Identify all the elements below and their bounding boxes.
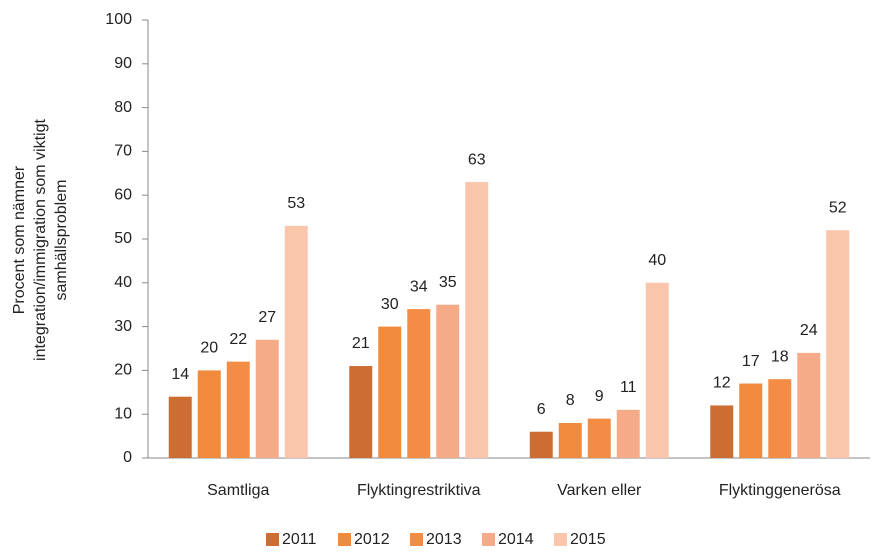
- bar: [616, 409, 640, 458]
- y-tick-label: 40: [114, 274, 132, 291]
- y-tick-label: 20: [114, 362, 132, 379]
- y-tick-label: 50: [114, 230, 132, 247]
- x-tick-label: Flyktinggenerösa: [719, 482, 841, 499]
- data-label: 63: [468, 151, 486, 168]
- data-label: 40: [648, 252, 666, 269]
- data-label: 17: [742, 353, 760, 370]
- y-tick-label: 70: [114, 143, 132, 160]
- bar: [645, 282, 669, 458]
- data-label: 9: [595, 388, 604, 405]
- y-tick-label: 60: [114, 186, 132, 203]
- bar: [226, 361, 250, 458]
- data-label: 18: [771, 348, 789, 365]
- bar: [558, 422, 582, 458]
- x-tick-label: Varken eller: [557, 482, 642, 499]
- x-tick-label: Flyktingrestriktiva: [357, 482, 481, 499]
- data-label: 12: [713, 375, 731, 392]
- bar: [797, 352, 821, 458]
- bar: [436, 304, 460, 458]
- data-label: 35: [439, 274, 457, 291]
- data-label: 11: [620, 379, 637, 396]
- legend-swatch: [338, 533, 351, 546]
- legend-swatch: [554, 533, 567, 546]
- bar: [378, 326, 402, 458]
- bar: [407, 309, 431, 458]
- y-tick-label: 80: [114, 99, 132, 116]
- data-label: 53: [287, 195, 305, 212]
- legend-label: 2013: [426, 531, 462, 548]
- bar: [465, 182, 489, 458]
- data-label: 6: [537, 401, 546, 418]
- y-tick-label: 0: [123, 449, 132, 466]
- legend-label: 2012: [354, 531, 390, 548]
- bar: [168, 396, 192, 458]
- data-label: 21: [352, 335, 370, 352]
- data-label: 24: [800, 322, 818, 339]
- bar: [739, 383, 763, 458]
- bar: [710, 405, 734, 458]
- bar: [197, 370, 221, 458]
- y-label-line: Procent som nämner: [11, 165, 28, 314]
- y-tick-label: 90: [114, 55, 132, 72]
- data-label: 34: [410, 278, 428, 295]
- y-label-line: integration/immigration som viktigt: [32, 119, 49, 361]
- bar: [587, 418, 611, 458]
- legend-swatch: [482, 533, 495, 546]
- legend-label: 2015: [570, 531, 606, 548]
- data-label: 14: [171, 366, 189, 383]
- bar: [349, 366, 373, 458]
- data-label: 22: [229, 331, 247, 348]
- data-label: 20: [200, 340, 218, 357]
- legend-swatch: [410, 533, 423, 546]
- bar: [284, 225, 308, 458]
- bar: [768, 379, 792, 458]
- y-label-line: samhällsproblem: [53, 180, 70, 301]
- legend-label: 2014: [498, 531, 534, 548]
- y-tick-label: 10: [114, 405, 132, 422]
- legend-swatch: [266, 533, 279, 546]
- data-label: 52: [829, 199, 847, 216]
- data-label: 30: [381, 296, 399, 313]
- y-tick-label: 30: [114, 318, 132, 335]
- bar: [255, 339, 279, 458]
- data-label: 8: [566, 392, 575, 409]
- y-axis-label: Procent som nämner integration/immigrati…: [11, 119, 70, 361]
- y-tick-label: 100: [105, 11, 132, 28]
- x-tick-label: Samtliga: [207, 482, 269, 499]
- legend-label: 2011: [282, 531, 317, 548]
- data-label: 27: [258, 309, 276, 326]
- bar: [826, 230, 850, 458]
- bar: [529, 431, 553, 458]
